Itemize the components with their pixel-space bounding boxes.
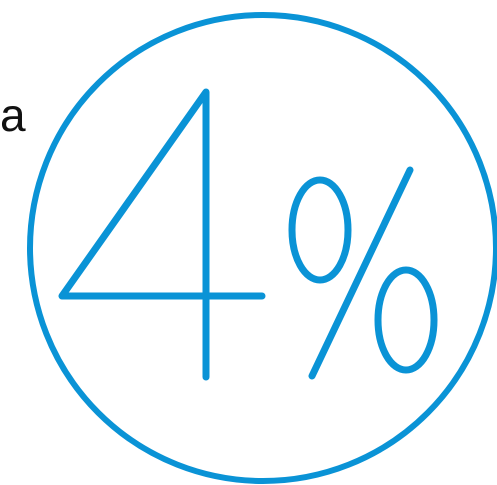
- digit-four-glyph: [58, 88, 266, 381]
- percent-sign-text: %: [0, 0, 1, 1]
- corner-letter-label: a: [0, 89, 26, 141]
- percent-sign-glyph: [288, 166, 438, 380]
- outline-circle: [27, 12, 497, 484]
